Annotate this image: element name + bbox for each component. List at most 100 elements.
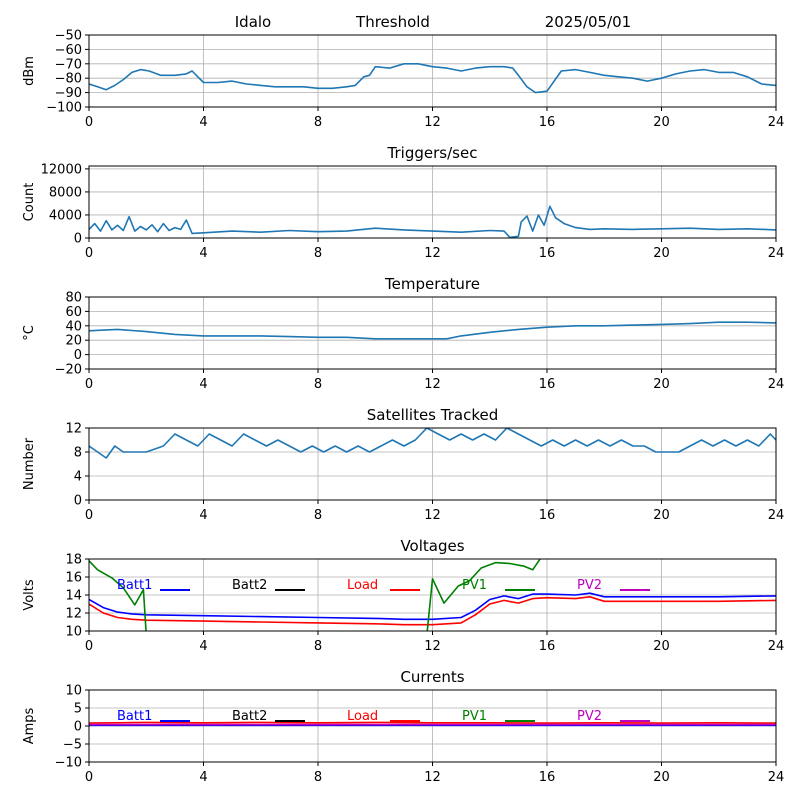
series-line-pv1 bbox=[89, 560, 147, 631]
x-tick-label: 4 bbox=[199, 377, 207, 392]
y-tick-label: −80 bbox=[55, 72, 82, 87]
legend-label-pv1: PV1 bbox=[462, 578, 487, 593]
chart-panel-1: 0 4 8 12 16 20 24 0 4000 8000 12000 Triggers/sec Cou… bbox=[22, 144, 784, 261]
series-line-0 bbox=[89, 428, 776, 459]
x-tick-label: 0 bbox=[85, 508, 93, 523]
x-tick-label: 4 bbox=[199, 639, 207, 654]
y-tick-label: 12 bbox=[65, 607, 82, 622]
y-tick-label: 4000 bbox=[49, 208, 82, 223]
x-tick-label: 8 bbox=[314, 508, 322, 523]
header-date: 2025/05/01 bbox=[545, 13, 631, 31]
chart-panel-0: 0 4 8 12 16 20 24 −100−90−80−70−60−50 dBm bbox=[22, 29, 784, 131]
x-tick-label: 20 bbox=[653, 115, 670, 130]
x-tick-label: 16 bbox=[539, 508, 556, 523]
series-line-load bbox=[89, 595, 776, 626]
x-tick-label: 12 bbox=[424, 377, 441, 392]
y-axis-label: dBm bbox=[22, 56, 37, 86]
x-tick-label: 24 bbox=[768, 377, 785, 392]
x-tick-label: 0 bbox=[85, 377, 93, 392]
x-tick-label: 0 bbox=[85, 770, 93, 785]
x-tick-label: 12 bbox=[424, 770, 441, 785]
panel-title: Currents bbox=[400, 668, 464, 686]
series-line-batt1 bbox=[89, 592, 776, 621]
y-axis-label: °C bbox=[22, 325, 37, 341]
x-tick-label: 8 bbox=[314, 246, 322, 261]
series-line-0 bbox=[89, 321, 776, 340]
x-tick-label: 12 bbox=[424, 115, 441, 130]
y-tick-label: −50 bbox=[55, 29, 82, 44]
legend-label-pv2: PV2 bbox=[577, 709, 602, 724]
y-tick-label: −90 bbox=[55, 86, 82, 101]
y-tick-label: 8 bbox=[74, 446, 82, 461]
chart-panel-4: 0 4 8 12 16 20 24 10 12 14 16 18 Voltages Volts Batt1 B… bbox=[22, 537, 784, 654]
x-tick-label: 0 bbox=[85, 246, 93, 261]
header-label: Threshold bbox=[355, 13, 430, 31]
x-tick-label: 12 bbox=[424, 246, 441, 261]
y-tick-label: −70 bbox=[55, 57, 82, 72]
legend-label-pv2: PV2 bbox=[577, 578, 602, 593]
x-tick-label: 8 bbox=[314, 377, 322, 392]
x-tick-label: 0 bbox=[85, 115, 93, 130]
x-tick-label: 24 bbox=[768, 770, 785, 785]
x-tick-label: 0 bbox=[85, 639, 93, 654]
legend-label-batt1: Batt1 bbox=[117, 709, 152, 724]
y-tick-label: −60 bbox=[55, 43, 82, 58]
panel-title: Temperature bbox=[384, 275, 480, 293]
x-tick-label: 16 bbox=[539, 115, 556, 130]
x-tick-label: 12 bbox=[424, 508, 441, 523]
legend-label-load: Load bbox=[347, 578, 378, 593]
x-tick-label: 16 bbox=[539, 377, 556, 392]
y-tick-label: 4 bbox=[74, 470, 82, 485]
y-axis-label: Count bbox=[22, 183, 37, 222]
y-tick-label: 8000 bbox=[49, 185, 82, 200]
y-tick-label: −10 bbox=[55, 756, 82, 771]
y-tick-label: 12000 bbox=[41, 162, 82, 177]
x-tick-label: 4 bbox=[199, 246, 207, 261]
legend-label-pv1: PV1 bbox=[462, 709, 487, 724]
header-station: Idalo bbox=[235, 13, 271, 31]
x-tick-label: 16 bbox=[539, 639, 556, 654]
x-tick-label: 20 bbox=[653, 770, 670, 785]
y-axis-label: Number bbox=[22, 437, 37, 490]
x-tick-label: 20 bbox=[653, 508, 670, 523]
x-tick-label: 24 bbox=[768, 639, 785, 654]
y-axis-label: Amps bbox=[22, 707, 37, 744]
x-tick-label: 4 bbox=[199, 508, 207, 523]
x-tick-label: 8 bbox=[314, 115, 322, 130]
x-tick-label: 8 bbox=[314, 639, 322, 654]
panel-title: Triggers/sec bbox=[387, 144, 478, 162]
y-axis-label: Volts bbox=[22, 579, 37, 611]
series-line-0 bbox=[89, 62, 776, 94]
panel-title: Satellites Tracked bbox=[367, 406, 498, 424]
x-tick-label: 12 bbox=[424, 639, 441, 654]
y-tick-label: 40 bbox=[65, 319, 82, 334]
y-tick-label: 10 bbox=[65, 684, 82, 699]
legend-label-batt1: Batt1 bbox=[117, 578, 152, 593]
y-tick-label: −5 bbox=[63, 738, 82, 753]
x-tick-label: 16 bbox=[539, 246, 556, 261]
x-tick-label: 20 bbox=[653, 377, 670, 392]
x-tick-label: 24 bbox=[768, 246, 785, 261]
series-line-pv1b bbox=[426, 559, 542, 631]
y-tick-label: 20 bbox=[65, 334, 82, 349]
legend-label-load: Load bbox=[347, 709, 378, 724]
y-tick-label: −20 bbox=[55, 363, 82, 378]
y-tick-label: 0 bbox=[74, 720, 82, 735]
y-tick-label: 16 bbox=[65, 571, 82, 586]
y-tick-label: 80 bbox=[65, 291, 82, 306]
legend-label-batt2: Batt2 bbox=[232, 709, 267, 724]
y-tick-label: −100 bbox=[46, 101, 82, 116]
series-line-load bbox=[89, 721, 776, 724]
legend-label-batt2: Batt2 bbox=[232, 578, 267, 593]
chart-panel-5: 0 4 8 12 16 20 24 −10 −5 0 5 10 Currents Amps Batt1 Bat… bbox=[22, 668, 784, 785]
x-tick-label: 24 bbox=[768, 508, 785, 523]
y-tick-label: 18 bbox=[65, 553, 82, 568]
x-tick-label: 16 bbox=[539, 770, 556, 785]
y-tick-label: 60 bbox=[65, 305, 82, 320]
series-line-0 bbox=[89, 205, 776, 238]
y-tick-label: 5 bbox=[74, 702, 82, 717]
panel-title: Voltages bbox=[400, 537, 464, 555]
y-tick-label: 12 bbox=[65, 422, 82, 437]
y-tick-label: 14 bbox=[65, 589, 82, 604]
